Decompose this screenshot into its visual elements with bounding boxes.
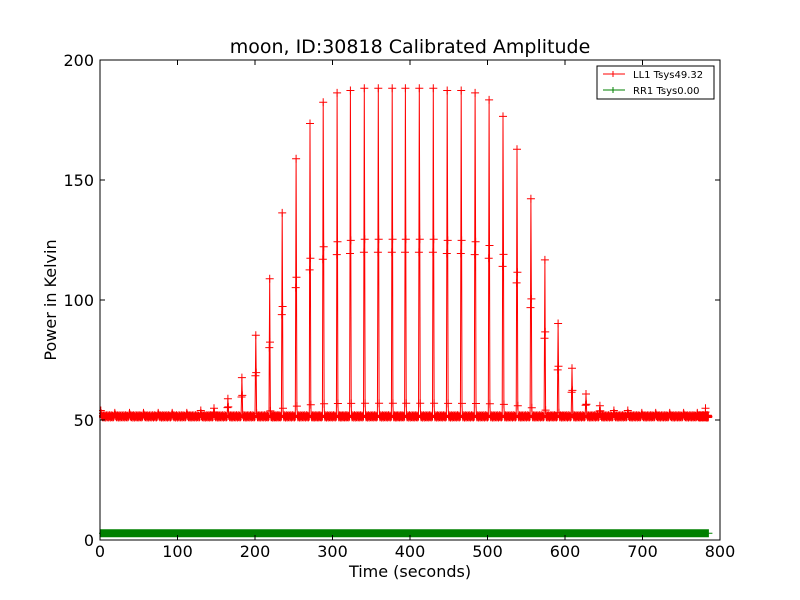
x-tick-label: 700: [627, 542, 658, 561]
x-tick-label: 400: [395, 542, 426, 561]
x-tick-label: 300: [317, 542, 348, 561]
y-tick-label: 150: [63, 171, 94, 190]
series-rr1: [99, 529, 713, 538]
chart-title: moon, ID:30818 Calibrated Amplitude: [230, 36, 591, 58]
y-tick-label: 50: [74, 411, 94, 430]
x-tick-label: 600: [550, 542, 581, 561]
x-tick-label: 100: [162, 542, 193, 561]
legend-box: [596, 65, 715, 100]
legend-marker-rr1: [610, 87, 616, 93]
legend-label-rr1: RR1 Tsys0.00: [633, 86, 700, 97]
y-tick-label: 200: [63, 51, 94, 70]
series-rr1-markers: [99, 529, 713, 538]
y-axis-label: Power in Kelvin: [41, 239, 60, 360]
x-axis-label: Time (seconds): [348, 562, 471, 581]
legend: LL1 Tsys49.32 RR1 Tsys0.00: [596, 65, 715, 100]
x-tick-label: 500: [472, 542, 503, 561]
y-tick-label: 0: [84, 531, 94, 550]
x-tick-label: 800: [705, 542, 736, 561]
legend-marker-ll1: [610, 71, 616, 77]
y-tick-label: 100: [63, 291, 94, 310]
legend-label-ll1: LL1 Tsys49.32: [633, 70, 703, 81]
x-tick-label: 0: [95, 542, 105, 561]
x-tick-label: 200: [240, 542, 271, 561]
